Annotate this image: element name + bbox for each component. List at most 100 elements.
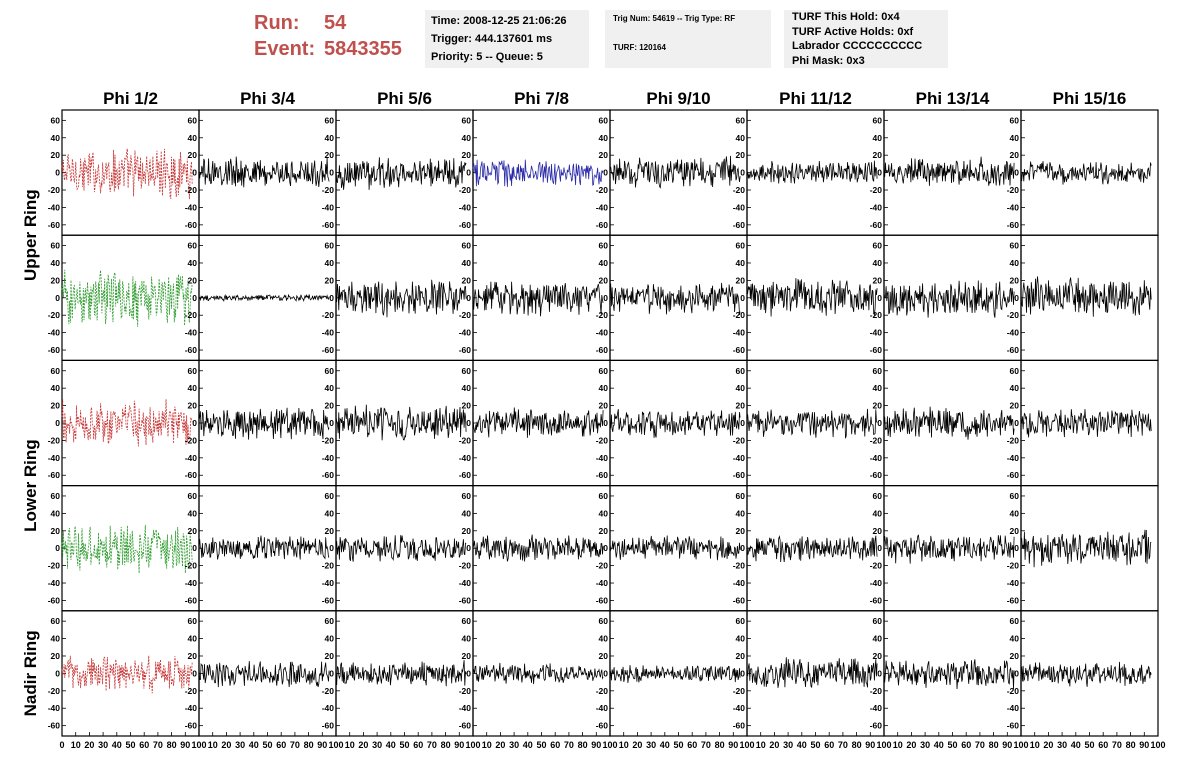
y-tick-label: 0 [740, 168, 745, 178]
run-value: 54 [324, 12, 347, 34]
x-tick-label: 90 [591, 740, 601, 750]
waveform-panel: -60 -40 -20 0 20 40 60 [1007, 610, 1159, 737]
x-tick-label: 20 [1043, 740, 1053, 750]
y-tick-label: 60 [1010, 616, 1020, 626]
y-tick-label: 20 [188, 526, 198, 536]
x-tick-label: 50 [262, 740, 272, 750]
y-tick-label: -20 [1007, 686, 1020, 696]
y-tick-label: 60 [736, 241, 746, 251]
trigger-text: Trigger: 444.137601 ms [431, 33, 553, 45]
y-tick-label: -40 [185, 328, 198, 338]
y-tick-label: -40 [596, 328, 609, 338]
x-tick-label: 70 [153, 740, 163, 750]
x-tick-label: 40 [1071, 740, 1081, 750]
x-tick-label: 20 [906, 740, 916, 750]
y-tick-label: 40 [873, 508, 883, 518]
y-tick-label: 60 [599, 115, 609, 125]
x-tick-label: 50 [1084, 740, 1094, 750]
y-tick-label: -60 [322, 345, 335, 355]
y-tick-label: -60 [185, 721, 198, 731]
x-tick-label: 80 [578, 740, 588, 750]
y-tick-label: -60 [1007, 220, 1020, 230]
y-tick-label: 0 [603, 543, 608, 553]
y-tick-label: 60 [462, 241, 472, 251]
y-tick-label: 60 [1010, 115, 1020, 125]
y-tick-label: -60 [596, 220, 609, 230]
y-tick-label: 20 [1010, 150, 1020, 160]
x-tick-label: 40 [797, 740, 807, 750]
y-tick-label: 40 [51, 258, 61, 268]
y-tick-label: -40 [733, 578, 746, 588]
y-tick-label: 0 [329, 418, 334, 428]
x-tick-label: 10 [345, 740, 355, 750]
y-tick-label: -40 [1007, 328, 1020, 338]
y-tick-label: -60 [322, 721, 335, 731]
y-tick-label: -20 [596, 310, 609, 320]
y-tick-label: -20 [48, 435, 61, 445]
x-tick-label: 100 [739, 740, 754, 750]
y-tick-label: -20 [185, 185, 198, 195]
y-tick-label: 0 [466, 293, 471, 303]
x-tick-label: 40 [386, 740, 396, 750]
y-tick-label: 40 [188, 383, 198, 393]
y-tick-label: -60 [322, 220, 335, 230]
waveform-trace [1020, 161, 1152, 185]
y-tick-label: -40 [322, 202, 335, 212]
y-tick-label: 0 [877, 293, 882, 303]
y-tick-label: -20 [459, 686, 472, 696]
y-tick-label: -20 [733, 310, 746, 320]
y-tick-label: -20 [596, 561, 609, 571]
waveform-panel: -60 -40 -20 0 20 40 60 [870, 610, 1022, 737]
waveform-trace [472, 159, 604, 187]
y-tick-label: -40 [185, 703, 198, 713]
y-tick-label: 0 [55, 418, 60, 428]
y-tick-label: 0 [329, 668, 334, 678]
y-tick-label: 40 [51, 383, 61, 393]
y-tick-label: 0 [740, 418, 745, 428]
waveform-trace [335, 279, 467, 318]
y-tick-label: 20 [736, 150, 746, 160]
column-header: Phi 7/8 [514, 89, 569, 108]
y-tick-label: 60 [736, 366, 746, 376]
y-tick-label: 60 [1010, 491, 1020, 501]
y-tick-label: 40 [325, 383, 335, 393]
x-tick-label: 10 [208, 740, 218, 750]
waveform-panel: -60 -40 -20 0 20 40 60 [459, 610, 611, 737]
y-tick-label: -40 [1007, 202, 1020, 212]
waveform-panel: -60 -40 -20 0 20 40 60 [1007, 234, 1159, 361]
time-text: Time: 2008-12-25 21:06:26 [431, 15, 567, 27]
y-tick-label: 40 [736, 258, 746, 268]
y-tick-label: 60 [873, 241, 883, 251]
column-header: Phi 1/2 [103, 89, 158, 108]
y-tick-label: -20 [596, 185, 609, 195]
y-tick-label: 20 [873, 651, 883, 661]
x-tick-label: 80 [441, 740, 451, 750]
y-tick-label: -60 [322, 470, 335, 480]
ring-label: Upper Ring [21, 189, 40, 281]
x-tick-label: 60 [961, 740, 971, 750]
y-tick-label: 20 [873, 526, 883, 536]
y-tick-label: -40 [185, 202, 198, 212]
waveform-panel: -60 -40 -20 0 20 40 60 [870, 359, 1022, 487]
y-tick-label: -60 [48, 345, 61, 355]
y-tick-label: -60 [48, 470, 61, 480]
y-tick-label: 0 [192, 168, 197, 178]
waveform-panel: -60 -40 -20 0 20 40 60 [1007, 359, 1159, 487]
y-tick-label: -40 [1007, 578, 1020, 588]
y-tick-label: -60 [870, 595, 883, 605]
waveform-trace [746, 534, 878, 563]
x-tick-label: 30 [235, 740, 245, 750]
x-tick-label: 70 [1112, 740, 1122, 750]
y-tick-label: 20 [1010, 526, 1020, 536]
y-tick-label: -40 [322, 328, 335, 338]
x-tick-label: 30 [783, 740, 793, 750]
waveform-panel: -60 -40 -20 0 20 40 60 [459, 485, 611, 612]
waveform-panel: -60 -40 -20 0 20 40 60 [596, 109, 748, 236]
column-header: Phi 15/16 [1053, 89, 1127, 108]
y-tick-label: 0 [740, 293, 745, 303]
y-tick-label: -60 [870, 345, 883, 355]
y-tick-label: -20 [870, 686, 883, 696]
waveform-panel: -60 -40 -20 0 20 40 60 [870, 485, 1022, 612]
y-tick-label: -40 [459, 453, 472, 463]
y-tick-label: 20 [736, 275, 746, 285]
